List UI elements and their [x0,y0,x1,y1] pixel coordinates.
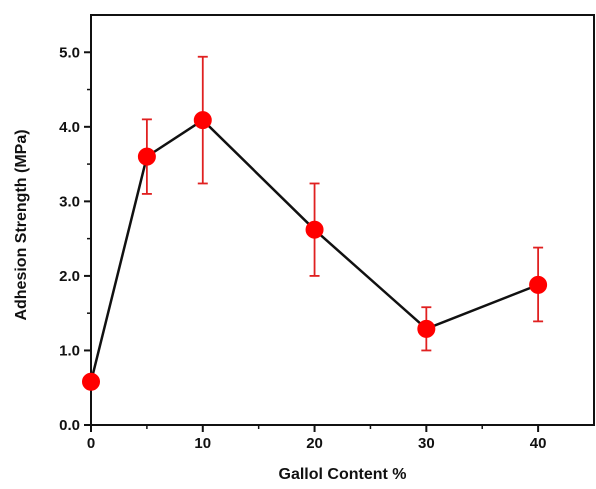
y-tick-label: 0.0 [59,417,80,434]
data-series [82,55,548,391]
data-point [305,220,324,239]
x-tick-label: 40 [530,435,547,452]
y-axis-title: Adhesion Strength (MPa) [13,129,30,320]
x-axis: 0 10 20 30 40 [87,425,547,452]
y-axis: 0.0 1.0 2.0 3.0 4.0 5.0 [59,44,91,434]
x-tick-label: 10 [194,435,211,452]
plot-frame [90,14,595,426]
y-tick-label: 4.0 [59,119,80,136]
data-point [82,372,100,391]
y-tick-label: 2.0 [59,268,80,285]
x-axis-title: Gallol Content % [279,466,407,483]
y-tick-label: 3.0 [59,193,80,210]
y-tick-label: 5.0 [59,44,80,61]
data-point [417,319,436,338]
plot-area-border [90,14,595,426]
data-point [529,275,548,294]
x-tick-label: 30 [418,435,435,452]
data-point [137,147,156,166]
series-line [89,118,539,383]
x-tick-label: 20 [306,435,323,452]
data-point [193,111,212,130]
x-tick-label: 0 [87,435,95,452]
y-tick-label: 1.0 [59,342,80,359]
